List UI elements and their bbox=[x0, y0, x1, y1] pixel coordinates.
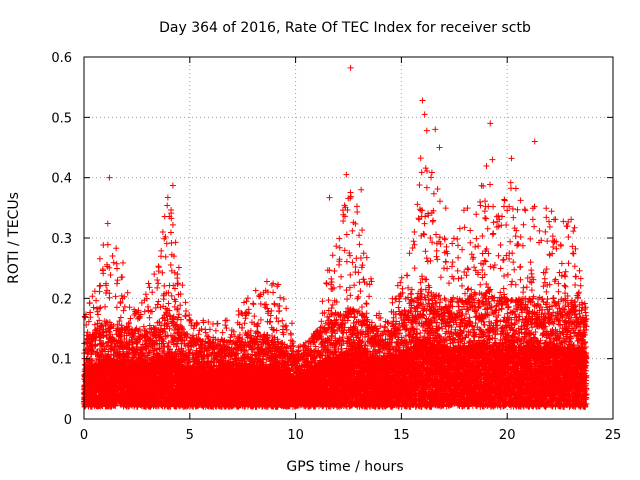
data-point bbox=[85, 318, 92, 325]
data-points bbox=[81, 64, 590, 410]
data-point bbox=[82, 314, 89, 321]
data-point bbox=[89, 358, 96, 365]
data-point bbox=[86, 300, 93, 307]
data-point bbox=[87, 314, 94, 321]
data-point bbox=[89, 293, 96, 300]
chart-title: Day 364 of 2016, Rate Of TEC Index for r… bbox=[159, 20, 531, 36]
